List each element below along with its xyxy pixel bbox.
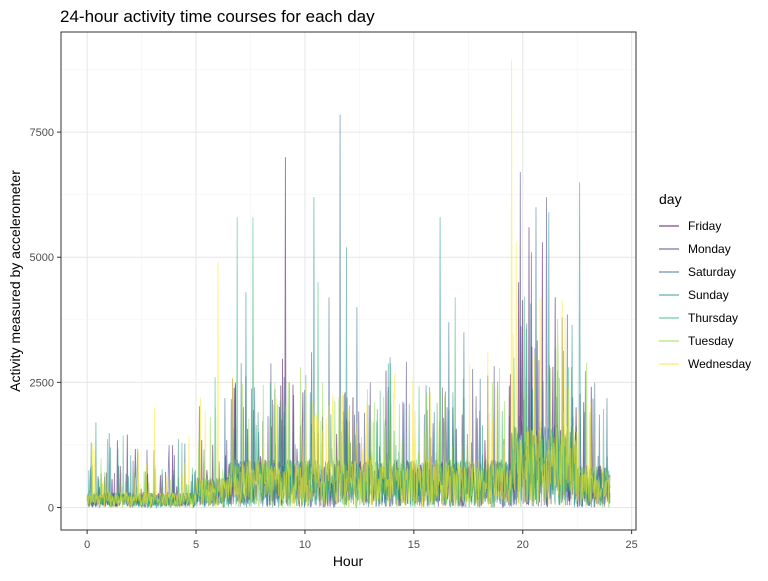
legend-label: Tuesday	[688, 334, 734, 348]
chart-title: 24-hour activity time courses for each d…	[60, 7, 375, 26]
legend-title: day	[659, 191, 682, 207]
series-lines	[86, 59, 611, 509]
legend: day Friday Monday Saturday Sunday Thursday Tu…	[659, 191, 751, 371]
y-tick-label: 5000	[30, 252, 54, 264]
y-tick-label: 7500	[30, 127, 54, 139]
y-axis-title: Activity measured by accelerometer	[7, 170, 23, 392]
legend-label: Saturday	[688, 265, 736, 279]
legend-label: Monday	[688, 242, 731, 256]
y-tick-label: 2500	[30, 377, 54, 389]
x-tick-label: 0	[84, 539, 90, 551]
plot-border	[60, 31, 637, 531]
x-axis-title: Hour	[333, 553, 364, 569]
x-tick-label: 15	[408, 539, 420, 551]
legend-label: Sunday	[688, 288, 729, 302]
axis-ticks: 0 5 10 15 20 25 0 2500 5000 7500	[30, 127, 638, 551]
y-tick-label: 0	[48, 502, 54, 514]
x-tick-label: 5	[193, 539, 199, 551]
x-tick-label: 10	[299, 539, 311, 551]
x-tick-label: 20	[517, 539, 529, 551]
legend-label: Friday	[688, 219, 721, 233]
legend-label: Thursday	[688, 311, 738, 325]
grid-lines	[61, 32, 636, 530]
series-line-wednesday	[86, 59, 611, 509]
x-tick-label: 25	[626, 539, 638, 551]
legend-label: Wednesday	[688, 357, 751, 371]
